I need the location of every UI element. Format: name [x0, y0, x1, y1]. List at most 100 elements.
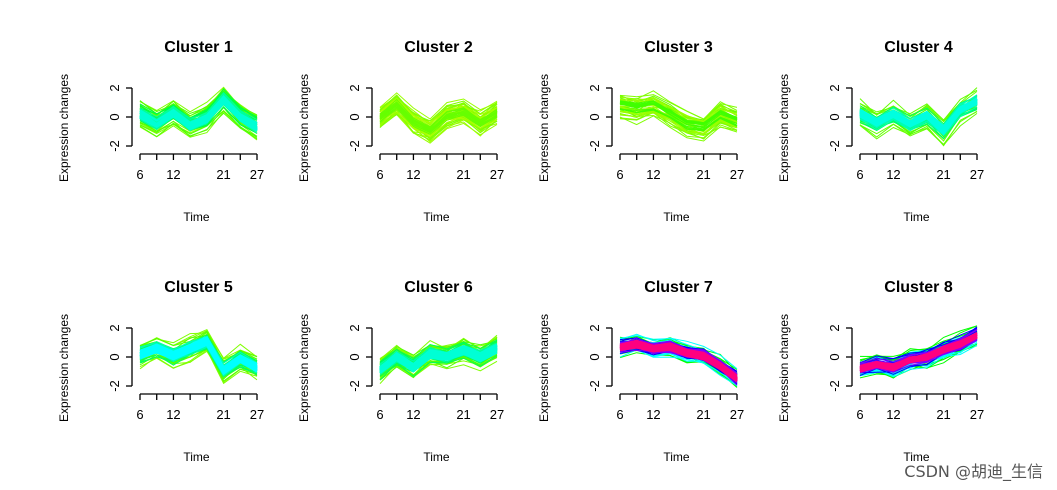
panel-title: Cluster 5	[164, 279, 233, 296]
x-tick-label: 21	[936, 167, 950, 182]
panel-title: Cluster 8	[884, 279, 953, 296]
x-axis-label: Time	[423, 450, 450, 464]
profile-line	[859, 89, 978, 121]
y-tick-label: 0	[587, 113, 602, 120]
y-tick-label: -2	[587, 380, 602, 392]
profile-line	[139, 91, 258, 119]
profile-lines	[619, 333, 738, 388]
y-tick-label: 2	[587, 84, 602, 91]
x-axis-label: Time	[903, 210, 930, 224]
profile-lines	[379, 334, 498, 384]
y-axis-label: Expression changes	[777, 314, 791, 422]
x-tick-label: 12	[166, 407, 180, 422]
y-tick-label: -2	[827, 380, 842, 392]
y-tick-label: 2	[827, 324, 842, 331]
profile-lines	[379, 92, 498, 144]
profile-line	[859, 335, 978, 371]
profile-line	[379, 98, 498, 128]
y-tick-label: 2	[107, 324, 122, 331]
csdn-watermark: CSDN @胡迪_生信	[904, 462, 1043, 481]
panel-7: Cluster 7 -2 0 2 Expression changes 6 12 21 27 Ti…	[537, 279, 744, 464]
profile-lines	[619, 90, 738, 142]
y-axis-label: Expression changes	[297, 74, 311, 182]
profile-line	[619, 346, 738, 383]
panel-6: Cluster 6 -2 0 2 Expression changes 6 12 21 27 Ti…	[297, 279, 504, 464]
profile-line	[619, 111, 738, 139]
profile-line	[859, 333, 978, 369]
x-tick-label: 27	[730, 407, 744, 422]
x-tick-label: 21	[216, 167, 230, 182]
panel-4: Cluster 4 -2 0 2 Expression changes 6 12 21 27 Ti…	[777, 39, 984, 224]
x-axis-label: Time	[183, 210, 210, 224]
profile-line	[859, 339, 978, 374]
panel-1: Cluster 1 -2 0 2 Expression changes 6 12 21 27 Ti…	[57, 39, 264, 224]
profile-line	[619, 98, 738, 123]
profile-line	[379, 104, 498, 130]
y-tick-label: 0	[347, 113, 362, 120]
y-tick-label: -2	[347, 140, 362, 152]
y-tick-label: 0	[107, 113, 122, 120]
x-tick-label: 21	[696, 407, 710, 422]
x-tick-label: 6	[616, 167, 623, 182]
x-tick-label: 27	[490, 167, 504, 182]
profile-line	[619, 115, 738, 142]
profile-lines	[139, 328, 258, 385]
y-tick-label: 0	[347, 353, 362, 360]
profile-line	[619, 102, 738, 126]
y-axis-label: Expression changes	[537, 314, 551, 422]
profile-line	[379, 92, 498, 120]
y-tick-label: 2	[827, 84, 842, 91]
profile-line	[379, 351, 498, 377]
panel-title: Cluster 6	[404, 279, 473, 296]
profile-line	[619, 103, 738, 126]
y-axis-label: Expression changes	[57, 74, 71, 182]
y-tick-label: -2	[827, 140, 842, 152]
y-axis-label: Expression changes	[297, 314, 311, 422]
y-tick-label: 0	[107, 353, 122, 360]
profile-line	[139, 336, 258, 364]
x-tick-label: 6	[856, 167, 863, 182]
profile-line	[379, 351, 498, 374]
y-axis-label: Expression changes	[777, 74, 791, 182]
y-tick-label: -2	[107, 140, 122, 152]
x-axis-label: Time	[423, 210, 450, 224]
profile-line	[619, 108, 738, 130]
profile-line	[859, 110, 978, 146]
profile-line	[139, 340, 258, 372]
x-tick-label: 6	[136, 167, 143, 182]
x-tick-label: 6	[376, 167, 383, 182]
profile-line	[139, 112, 258, 140]
profile-line	[139, 98, 258, 130]
x-tick-label: 27	[730, 167, 744, 182]
y-tick-label: 2	[587, 324, 602, 331]
x-axis-label: Time	[903, 450, 930, 464]
y-tick-label: 2	[107, 84, 122, 91]
y-axis-label: Expression changes	[537, 74, 551, 182]
x-tick-label: 27	[250, 407, 264, 422]
profile-line	[859, 329, 978, 365]
x-tick-label: 6	[136, 407, 143, 422]
x-tick-label: 6	[376, 407, 383, 422]
x-tick-label: 12	[406, 407, 420, 422]
x-tick-label: 12	[886, 167, 900, 182]
profile-line	[139, 110, 258, 138]
panel-2: Cluster 2 -2 0 2 Expression changes 6 12 21 27 Ti…	[297, 39, 504, 224]
x-tick-label: 21	[936, 407, 950, 422]
panel-5: Cluster 5 -2 0 2 Expression changes 6 12 21 27 Ti…	[57, 279, 264, 464]
y-tick-label: 2	[347, 84, 362, 91]
x-tick-label: 6	[616, 407, 623, 422]
x-tick-label: 12	[646, 167, 660, 182]
y-tick-label: 0	[587, 353, 602, 360]
x-axis-label: Time	[663, 450, 690, 464]
profile-line	[379, 354, 498, 381]
x-tick-label: 21	[456, 167, 470, 182]
x-tick-label: 27	[970, 167, 984, 182]
y-axis-label: Expression changes	[57, 314, 71, 422]
profile-lines	[859, 325, 978, 379]
x-tick-label: 12	[406, 167, 420, 182]
profile-line	[859, 106, 978, 137]
x-tick-label: 27	[250, 167, 264, 182]
panel-title: Cluster 2	[404, 39, 473, 56]
panel-title: Cluster 4	[884, 39, 953, 56]
